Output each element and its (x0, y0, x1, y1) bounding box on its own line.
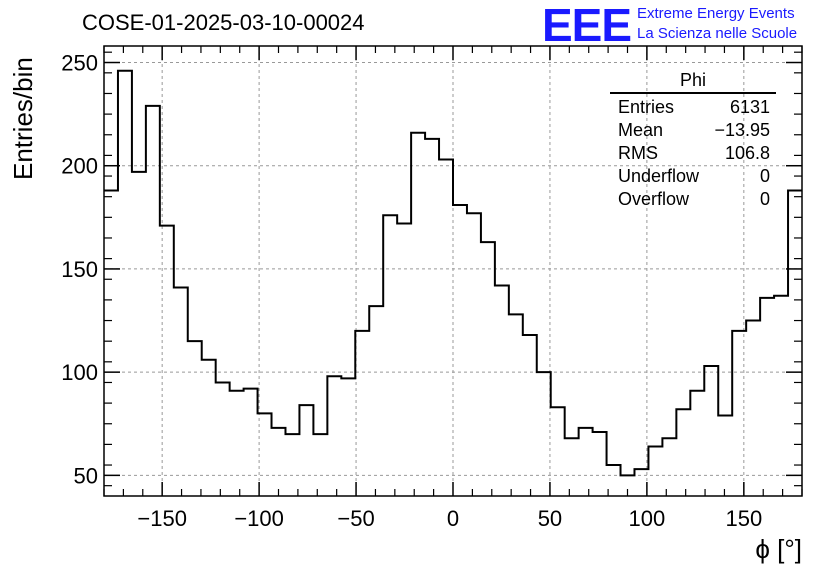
tick-labels: −150 −100 −50 0 50 100 150 50 100 150 200 250 (61, 51, 762, 531)
stats-value: −13.95 (714, 120, 770, 140)
x-tick-label: 150 (725, 506, 762, 531)
histogram-bin (509, 314, 523, 496)
stats-label: RMS (618, 143, 658, 163)
histogram-bin (230, 391, 244, 496)
axis-ticks (103, 46, 803, 496)
histogram-bin (523, 335, 537, 496)
histogram-bin (537, 372, 551, 496)
histogram-bin (146, 106, 160, 496)
histogram-bin (439, 160, 453, 496)
stats-row-mean: Mean −13.95 (610, 119, 776, 142)
stats-value: 0 (759, 166, 770, 186)
stats-label: Mean (618, 120, 664, 140)
x-tick-label: −100 (234, 506, 284, 531)
histogram-bin (453, 205, 467, 496)
y-tick-label: 150 (61, 257, 98, 282)
histogram-bin (299, 405, 313, 496)
stats-value: 106.8 (724, 143, 770, 163)
histogram-bin (104, 190, 118, 496)
histogram-bin (216, 382, 230, 496)
histogram-line (104, 69, 802, 477)
histogram-bin (411, 133, 425, 496)
histogram-bin (369, 306, 383, 496)
y-axis-label: Entries/bin (8, 57, 38, 180)
stats-label: Overflow (618, 189, 690, 209)
histogram-bin (188, 341, 202, 496)
histogram-bin (774, 296, 788, 496)
x-tick-label: 50 (538, 506, 562, 531)
histogram-bin (174, 288, 188, 496)
histogram-bin (690, 391, 704, 496)
histogram-bin (160, 226, 174, 496)
stats-row-rms: RMS 106.8 (610, 142, 776, 165)
histogram-bin (244, 389, 258, 496)
y-tick-label: 50 (74, 463, 98, 488)
x-tick-label: −50 (337, 506, 374, 531)
histogram-bin (760, 298, 774, 496)
logo-line-1: Extreme Energy Events (637, 5, 795, 22)
histogram-bin (467, 213, 481, 496)
stats-row-overflow: Overflow 0 (610, 188, 776, 211)
histogram-bin (132, 172, 146, 496)
eee-logo: EEE (542, 0, 632, 51)
histogram-bin (732, 331, 746, 496)
histogram-series (104, 69, 802, 496)
histogram-bin (593, 432, 607, 496)
x-tick-label: −150 (137, 506, 187, 531)
stats-box: Phi Entries 6131 Mean −13.95 RMS 106.8 U… (610, 70, 776, 211)
y-tick-label: 250 (61, 51, 98, 76)
stats-row-underflow: Underflow 0 (610, 165, 776, 188)
stats-label: Underflow (618, 166, 700, 186)
histogram-bin (355, 331, 369, 496)
histogram-bin (718, 415, 732, 496)
stats-row-entries: Entries 6131 (610, 96, 776, 119)
grid-lines (104, 46, 802, 496)
histogram-bin (397, 224, 411, 496)
stats-value: 6131 (729, 97, 770, 117)
histogram-bin (676, 409, 690, 496)
histogram-bin (341, 378, 355, 496)
histogram-bin (746, 321, 760, 496)
x-tick-label: 100 (629, 506, 666, 531)
stats-label: Entries (618, 97, 675, 117)
histogram-bin (551, 407, 565, 496)
histogram-bin (788, 190, 802, 496)
histogram-bin (565, 438, 579, 496)
x-tick-label: 0 (447, 506, 459, 531)
y-tick-label: 200 (61, 154, 98, 179)
stats-value: 0 (759, 189, 770, 209)
histogram-bin (313, 434, 327, 496)
histogram-bin (662, 438, 676, 496)
histogram-bin (579, 428, 593, 496)
histogram-bin (383, 215, 397, 496)
x-axis-label: ϕ [°] (755, 534, 802, 564)
histogram-bin (481, 242, 495, 496)
histogram-bin (425, 139, 439, 496)
histogram-bin (118, 71, 132, 496)
chart-title: COSE-01-2025-03-10-00024 (82, 10, 365, 35)
histogram-bin (327, 376, 341, 496)
histogram-bin (648, 446, 662, 496)
histogram-bin (704, 366, 718, 496)
logo-line-2: La Scienza nelle Scuole (637, 25, 798, 42)
y-tick-label: 100 (61, 360, 98, 385)
histogram-bin (285, 434, 299, 496)
histogram-bin (272, 428, 286, 496)
stats-title: Phi (610, 70, 776, 94)
histogram-bin (202, 360, 216, 496)
histogram-bin (495, 285, 509, 496)
